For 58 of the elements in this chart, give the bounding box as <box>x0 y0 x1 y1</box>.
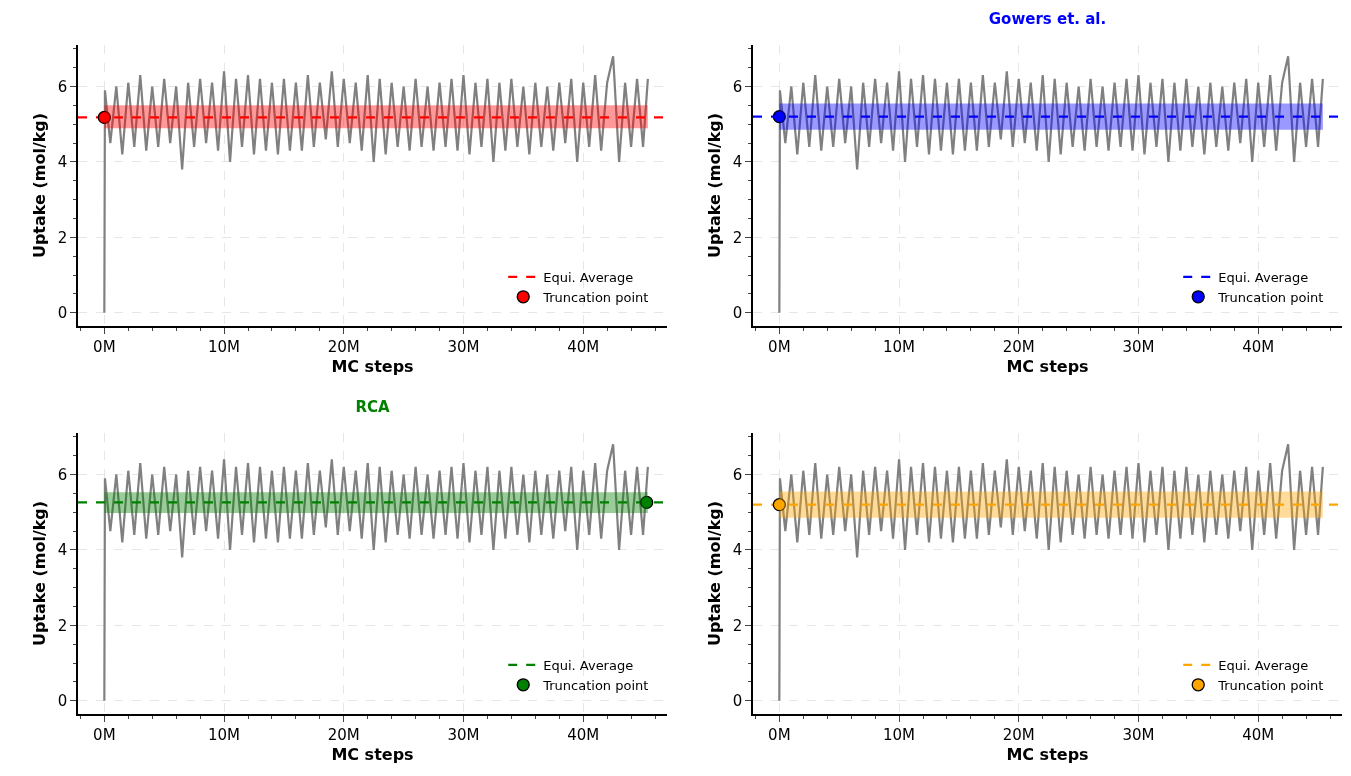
x-tick-label: 30M <box>1122 725 1155 744</box>
y-tick-label: 6 <box>732 77 743 96</box>
y-tick-label: 6 <box>57 465 68 484</box>
x-tick-label: 20M <box>327 337 360 356</box>
x-tick-label: 10M <box>883 337 916 356</box>
x-tick-label: 30M <box>447 337 480 356</box>
chart-title: Gowers et. al. <box>988 10 1107 29</box>
y-tick-label: 0 <box>57 692 68 711</box>
x-tick-label: 0M <box>768 725 791 744</box>
line-series <box>103 443 649 702</box>
y-tick-label: 0 <box>57 304 68 323</box>
x-tick-label: 10M <box>208 337 241 356</box>
y-tick-label: 6 <box>57 77 68 96</box>
x-tick-label: 0M <box>93 337 116 356</box>
legend-label: Truncation point <box>1217 289 1324 305</box>
x-tick-label: 40M <box>567 725 600 744</box>
y-tick-label: 0 <box>732 692 743 711</box>
y-axis-title: Uptake (mol/kg) <box>30 500 50 647</box>
x-tick-label: 40M <box>567 337 600 356</box>
line-series <box>103 55 649 314</box>
y-tick-label: 2 <box>732 616 743 635</box>
legend-label: Truncation point <box>1217 677 1324 693</box>
y-tick-label: 2 <box>57 228 68 247</box>
x-tick-label: 40M <box>1242 337 1275 356</box>
legend-label: Equi. Average <box>1218 269 1309 285</box>
y-axis-title: Uptake (mol/kg) <box>705 112 725 259</box>
x-axis-title: MC steps <box>1006 744 1089 764</box>
chart-title: RCA <box>355 398 390 417</box>
legend-label: Truncation point <box>542 289 649 305</box>
y-tick-label: 6 <box>732 465 743 484</box>
y-tick-label: 2 <box>732 228 743 247</box>
x-tick-label: 20M <box>1002 337 1035 356</box>
legend-label: Equi. Average <box>543 269 634 285</box>
x-tick-label: 30M <box>1122 337 1155 356</box>
x-tick-label: 20M <box>1002 725 1035 744</box>
x-tick-label: 0M <box>768 337 791 356</box>
x-tick-label: 10M <box>883 725 916 744</box>
x-tick-label: 10M <box>208 725 241 744</box>
legend-label: Truncation point <box>542 677 649 693</box>
x-tick-label: 0M <box>93 725 116 744</box>
y-axis-title: Uptake (mol/kg) <box>705 500 725 647</box>
legend-label: Equi. Average <box>543 657 634 673</box>
y-tick-label: 4 <box>57 541 68 560</box>
x-tick-label: 20M <box>327 725 360 744</box>
y-tick-label: 4 <box>732 541 743 560</box>
line-series <box>778 443 1324 702</box>
y-tick-label: 4 <box>57 153 68 172</box>
line-series <box>778 55 1324 314</box>
x-tick-label: 30M <box>447 725 480 744</box>
x-axis-title: MC steps <box>1006 356 1089 376</box>
y-axis-title: Uptake (mol/kg) <box>30 112 50 259</box>
y-tick-label: 2 <box>57 616 68 635</box>
y-tick-label: 4 <box>732 153 743 172</box>
x-axis-title: MC steps <box>331 744 414 764</box>
x-tick-label: 40M <box>1242 725 1275 744</box>
x-axis-title: MC steps <box>331 356 414 376</box>
legend-label: Equi. Average <box>1218 657 1309 673</box>
y-tick-label: 0 <box>732 304 743 323</box>
